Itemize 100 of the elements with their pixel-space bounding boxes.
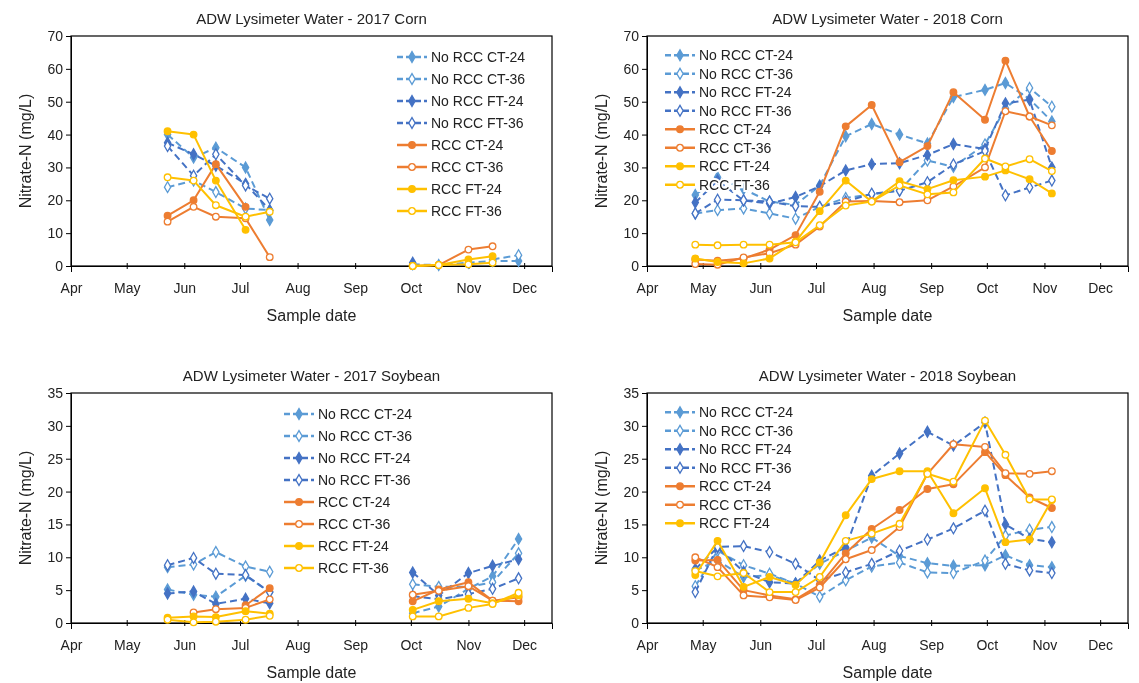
y-tick-label: 60 [47,60,64,77]
x-tick-label: Oct [976,637,999,654]
y-tick-label: 50 [47,93,64,110]
x-tick-label: Apr [636,280,659,297]
legend-label: No RCC FT-24 [699,441,792,458]
y-tick-label: 30 [47,417,64,434]
y-tick-label: 10 [47,225,64,242]
legend-label: No RCC CT-36 [699,422,794,439]
y-tick-label: 20 [47,483,64,500]
legend-label: No RCC CT-24 [699,47,794,64]
x-tick-label: Nov [456,637,482,654]
x-tick-label: Nov [1032,637,1058,654]
y-tick-label: 40 [623,126,640,143]
x-tick-label: Jun [173,280,197,297]
x-tick-label: Jul [807,637,826,654]
x-tick-label: Sep [919,280,945,297]
legend-label: RCC FT-36 [431,202,502,219]
legend-label: RCC CT-24 [431,136,504,153]
chart-title: ADW Lysimeter Water - 2017 Corn [196,10,427,27]
y-tick-label: 25 [47,450,64,467]
x-tick-label: Apr [636,637,659,654]
x-tick-label: May [689,280,717,297]
legend-label: No RCC FT-36 [699,102,792,119]
x-tick-label: Dec [512,637,538,654]
legend-label: No RCC CT-36 [699,65,794,82]
legend-label: RCC FT-24 [431,180,502,197]
legend-label: No RCC CT-24 [318,405,413,422]
y-tick-label: 40 [47,126,64,143]
y-axis-title: Nitrate-N (mg/L) [593,450,610,566]
legend-label: No RCC CT-24 [699,404,794,421]
legend-label: No RCC CT-36 [431,70,526,87]
y-tick-label: 0 [631,257,640,274]
y-tick-label: 20 [623,192,640,209]
legend-label: RCC CT-36 [699,139,772,156]
chart-title: ADW Lysimeter Water - 2018 Corn [772,10,1003,27]
x-tick-label: Jun [173,637,197,654]
legend-label: No RCC FT-24 [699,84,792,101]
y-tick-label: 35 [623,384,640,401]
y-tick-label: 30 [623,159,640,176]
chart-title: ADW Lysimeter Water - 2017 Soybean [182,367,441,384]
legend-label: No RCC FT-24 [431,92,524,109]
x-tick-label: Nov [456,280,482,297]
legend-label: RCC CT-24 [699,121,772,138]
x-tick-label: Jun [749,280,773,297]
legend-label: No RCC FT-36 [431,114,524,131]
x-tick-label: Aug [861,280,887,297]
legend-label: RCC CT-24 [318,493,391,510]
x-tick-label: Dec [512,280,538,297]
y-tick-label: 20 [623,483,640,500]
x-tick-label: Oct [976,280,999,297]
chart-title: ADW Lysimeter Water - 2018 Soybean [758,367,1017,384]
legend-label: RCC CT-36 [699,496,772,513]
y-tick-label: 20 [47,192,64,209]
y-axis-title: Nitrate-N (mg/L) [17,93,34,209]
y-tick-label: 35 [47,384,64,401]
x-tick-label: May [113,637,141,654]
x-tick-label: Oct [400,280,423,297]
legend-label: RCC FT-24 [699,158,770,175]
x-tick-label: Sep [343,637,369,654]
y-tick-label: 0 [631,614,640,631]
x-axis-title: Sample date [842,664,933,681]
legend-label: No RCC FT-36 [699,459,792,476]
y-tick-label: 50 [623,93,640,110]
y-tick-label: 5 [55,582,64,599]
legend-label: RCC FT-24 [318,537,389,554]
legend-label: No RCC FT-36 [318,471,411,488]
x-tick-label: Jul [807,280,826,297]
y-axis-title: Nitrate-N (mg/L) [593,93,610,209]
y-tick-label: 10 [623,549,640,566]
x-tick-label: Jul [231,280,250,297]
y-tick-label: 5 [631,582,640,599]
x-axis-title: Sample date [842,307,933,324]
x-tick-label: May [689,637,717,654]
x-axis-title: Sample date [266,664,357,681]
y-tick-label: 15 [47,516,64,533]
x-tick-label: Sep [343,280,369,297]
y-tick-label: 0 [55,257,64,274]
y-tick-label: 30 [47,159,64,176]
y-tick-label: 70 [623,27,640,44]
y-tick-label: 70 [47,27,64,44]
y-tick-label: 30 [623,417,640,434]
y-tick-label: 15 [623,516,640,533]
y-axis-title: Nitrate-N (mg/L) [17,450,34,566]
legend-label: RCC CT-24 [699,478,772,495]
x-tick-label: Jun [749,637,773,654]
y-tick-label: 10 [47,549,64,566]
x-tick-label: Dec [1088,637,1114,654]
x-tick-label: Apr [60,280,83,297]
legend-label: No RCC CT-24 [431,48,526,65]
x-tick-label: Dec [1088,280,1114,297]
x-tick-label: Sep [919,637,945,654]
x-axis-title: Sample date [266,307,357,324]
y-tick-label: 60 [623,60,640,77]
y-tick-label: 25 [623,450,640,467]
x-tick-label: Aug [285,280,311,297]
legend-label: No RCC CT-36 [318,427,413,444]
legend-label: RCC FT-36 [318,559,389,576]
legend-label: RCC CT-36 [431,158,504,175]
y-tick-label: 10 [623,225,640,242]
legend-label: RCC CT-36 [318,515,391,532]
